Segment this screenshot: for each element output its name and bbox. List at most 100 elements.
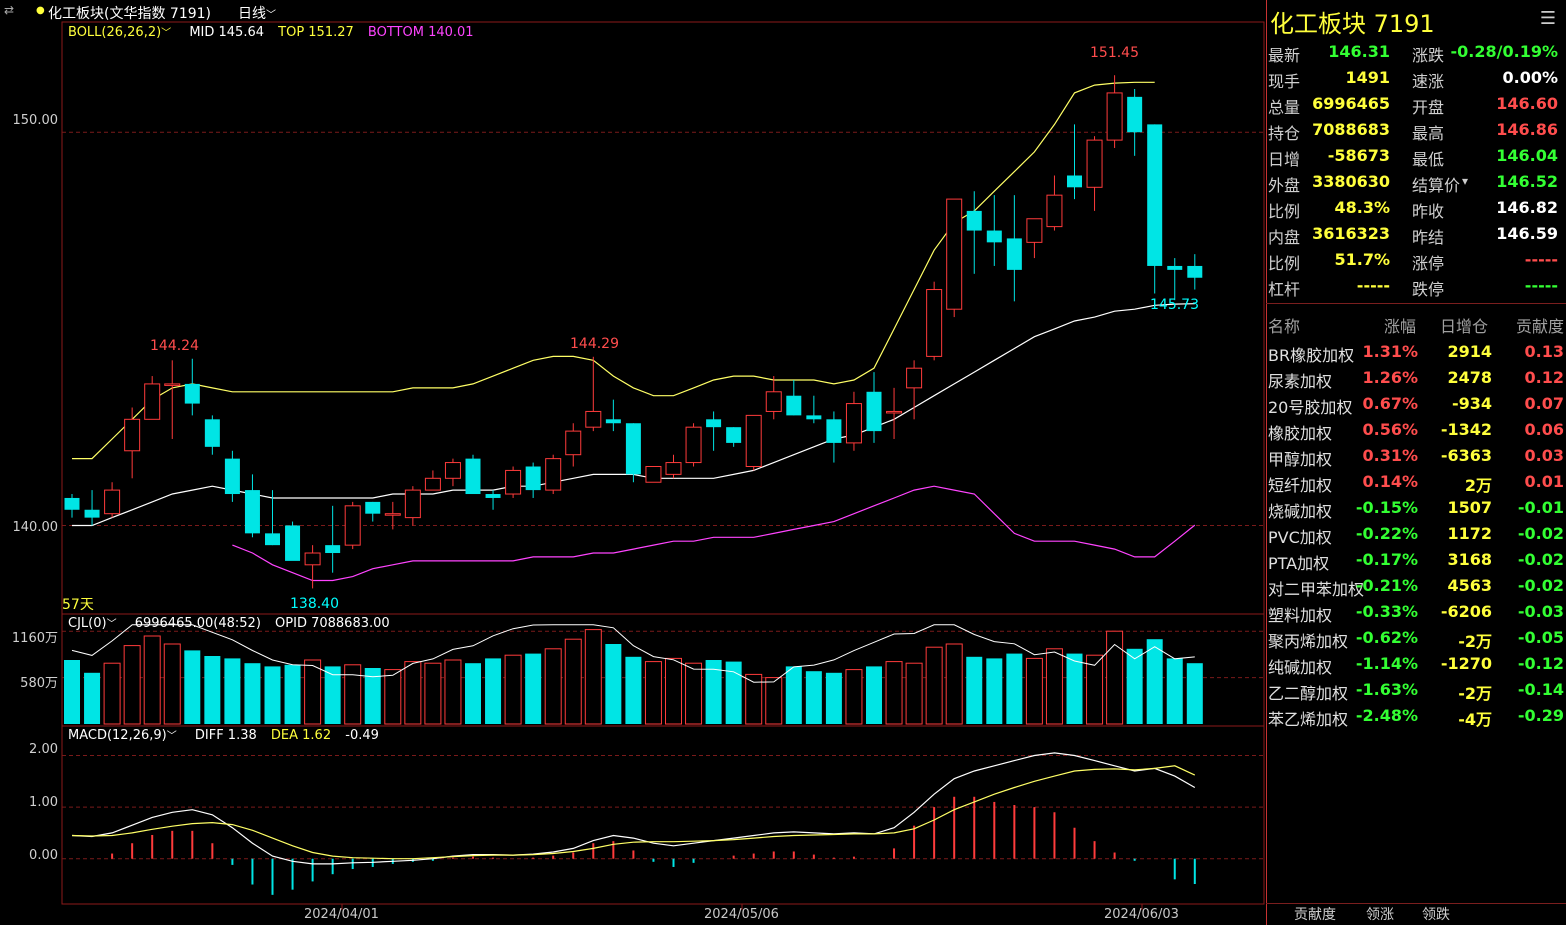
volume-bar [825,672,842,724]
volume-bar [324,666,341,724]
volume-bar [304,659,322,725]
quote-label: 最新 [1268,46,1301,65]
contrib-row[interactable]: 塑料加权 -0.33% -6206 -0.03 [1266,600,1566,626]
contrib-position: 1507 [1447,498,1492,517]
contrib-row[interactable]: 橡胶加权 0.56% -1342 0.06 [1266,418,1566,444]
volume-bar [925,646,943,725]
candle-down [64,497,80,510]
candle-down [806,415,822,420]
contrib-row[interactable]: BR橡胶加权 1.31% 2914 0.13 [1266,340,1566,366]
quote-row: 比例 48.3% 昨收 146.82 [1266,196,1566,222]
macd-tick-2: 2.00 [29,742,58,757]
volume-bar [644,661,662,725]
volume-bar [525,653,542,724]
macd-header[interactable]: MACD(12,26,9)﹀ DIFF 1.38 DEA 1.62 -0.49 [68,727,389,743]
chart-canvas[interactable] [0,0,1266,925]
volume-bar [845,669,863,725]
contrib-position: 2478 [1447,368,1492,387]
quote-value: 7088683 [1312,120,1390,139]
quote-label: 最低 [1412,150,1445,169]
contrib-header: 名称 涨幅 日增仓 贡献度 [1266,313,1566,336]
col-change: 涨幅 [1384,317,1417,336]
contrib-position: -6363 [1440,446,1492,465]
annotation-low-2: 145.73 [1150,297,1199,313]
volume-bar [905,662,923,725]
boll-name: BOLL(26,26,2) [68,25,162,40]
boll-header[interactable]: BOLL(26,26,2)﹀ MID 145.64 TOP 151.27 BOT… [68,24,484,40]
contrib-row[interactable]: 甲醇加权 0.31% -6363 0.03 [1266,444,1566,470]
period-selector[interactable]: 日线﹀ [238,3,276,23]
contrib-position: -2万 [1458,684,1492,703]
contrib-position: 2914 [1447,342,1492,361]
tab-top-gainers[interactable]: 领涨 [1366,907,1394,923]
contrib-change: -1.63% [1355,680,1418,699]
quote-value: 146.60 [1496,94,1558,113]
candle-down [1147,124,1163,266]
contrib-row[interactable]: 尿素加权 1.26% 2478 0.12 [1266,366,1566,392]
contrib-row[interactable]: PTA加权 -0.17% 3168 -0.02 [1266,548,1566,574]
contrib-value: -0.02 [1517,550,1564,569]
volume-bar [143,635,161,725]
contrib-row[interactable]: 短纤加权 0.14% 2万 0.01 [1266,470,1566,496]
contrib-name: 塑料加权 [1268,606,1333,625]
caret-down-icon[interactable]: ▾ [1462,174,1469,188]
contrib-row[interactable]: 乙二醇加权 -1.63% -2万 -0.14 [1266,678,1566,704]
cjl-opid: OPID 7088683.00 [275,616,390,631]
chevron-down-icon: ﹀ [266,10,276,21]
volume-bar [264,666,281,724]
cjl-volume: 6996465.00(48:52) [134,616,261,631]
tab-top-losers[interactable]: 领跌 [1422,907,1450,923]
contrib-value: 0.12 [1524,368,1564,387]
candle-up [946,198,963,310]
contrib-change: 0.14% [1362,472,1418,491]
contrib-position: 2万 [1464,476,1492,495]
contrib-value: 0.06 [1524,420,1564,439]
macd-dea: DEA 1.62 [270,728,332,743]
candle-up [384,513,401,516]
quote-label: 持仓 [1268,124,1301,143]
volume-bar [444,659,462,725]
contrib-row[interactable]: 烧碱加权 -0.15% 1507 -0.01 [1266,496,1566,522]
instrument-title[interactable]: 化工板块(文华指数 7191) [48,6,212,22]
contrib-row[interactable]: PVC加权 -0.22% 1172 -0.02 [1266,522,1566,548]
quote-value: 146.31 [1328,42,1390,61]
chevron-down-icon: ﹀ [166,731,177,742]
candle-up [1086,139,1103,188]
contrib-row[interactable]: 纯碱加权 -1.14% -1270 -0.12 [1266,652,1566,678]
contrib-row[interactable]: 对二甲苯加权 -0.21% 4563 -0.02 [1266,574,1566,600]
volume-bar [725,661,742,724]
candle-down [224,458,240,495]
quote-row: 比例 51.7% 涨停 ----- [1266,248,1566,274]
volume-bar [84,672,101,724]
cjl-header[interactable]: CJL(0)﹀ 6996465.00(48:52) OPID 7088683.0… [68,615,400,631]
volume-bar [284,664,301,724]
macd-diff-line [71,752,1196,865]
contrib-row[interactable]: 聚丙烯加权 -0.62% -2万 -0.05 [1266,626,1566,652]
contrib-change: -0.17% [1355,550,1418,569]
candle-up [926,289,943,357]
candle-up [765,391,782,412]
candle-down [525,466,541,491]
contrib-row[interactable]: 20号胶加权 0.67% -934 0.07 [1266,392,1566,418]
candle-down [204,419,220,447]
contrib-change: -1.14% [1355,654,1418,673]
tab-contribution[interactable]: 贡献度 [1294,907,1336,923]
swap-arrows-icon[interactable]: ⇄ [4,3,15,17]
contrib-row[interactable]: 苯乙烯加权 -2.48% -4万 -0.29 [1266,704,1566,730]
volume-bar [625,656,642,724]
list-menu-icon[interactable]: ☰ [1539,8,1556,29]
candle-up [886,410,903,414]
candle-up [1046,194,1063,228]
volume-bar [184,650,201,724]
quote-value: 146.52 [1496,172,1558,191]
quote-label: 跌停 [1412,280,1445,299]
candle-down [1006,238,1022,270]
chevron-down-icon: ﹀ [106,619,117,630]
contrib-change: -0.15% [1355,498,1418,517]
quote-row: 内盘 3616323 昨结 146.59 [1266,222,1566,248]
quote-value: 146.04 [1496,146,1558,165]
contrib-change: 0.67% [1362,394,1418,413]
contrib-position: -4万 [1458,710,1492,729]
contrib-change: 0.31% [1362,446,1418,465]
volume-bar [384,669,402,725]
